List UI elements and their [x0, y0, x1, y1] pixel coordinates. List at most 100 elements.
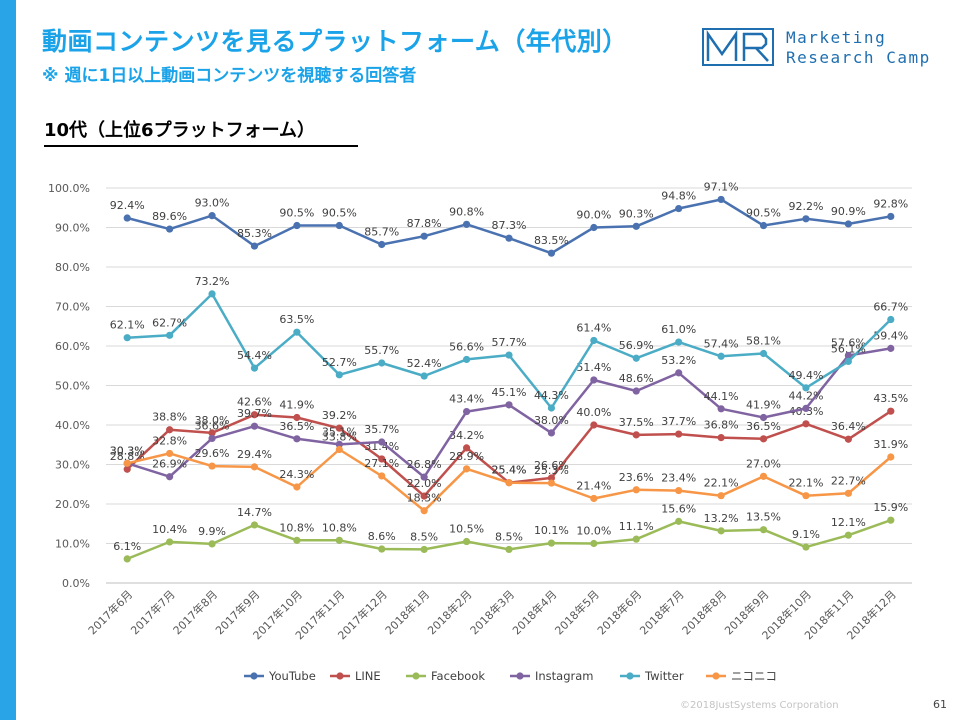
data-label-youtube: 85.3% [237, 227, 272, 240]
data-point-youtube [505, 234, 513, 242]
data-label-line: 37.7% [661, 415, 696, 428]
data-label-twitter: 61.4% [576, 321, 611, 334]
data-label-facebook: 9.1% [792, 528, 820, 541]
data-point-line [250, 411, 259, 419]
data-point-- [123, 459, 131, 467]
data-label-twitter: 56.6% [449, 340, 484, 353]
data-label-youtube: 87.3% [492, 219, 527, 232]
data-label--: 24.3% [279, 468, 314, 481]
data-label-youtube: 90.5% [322, 207, 357, 220]
data-label--: 22.1% [788, 477, 823, 490]
data-label-line: 36.8% [704, 419, 739, 432]
y-tick-label: 30.0% [55, 459, 90, 472]
data-label-twitter: 63.5% [279, 313, 314, 326]
data-point-line [887, 407, 895, 415]
data-label-line: 34.2% [449, 429, 484, 442]
legend-label-twitter: Twitter [644, 669, 684, 683]
data-point-- [335, 445, 343, 454]
data-label--: 22.7% [831, 474, 866, 487]
brand-name: Marketing Research Camp [786, 28, 931, 68]
data-label-facebook: 15.9% [873, 501, 908, 514]
data-point-twitter [675, 338, 683, 346]
data-point-facebook [717, 527, 725, 535]
data-label-line: 37.5% [619, 416, 654, 429]
data-label-line: 42.6% [237, 396, 272, 409]
line-chart: 0.0% 10.0% 20.0% 30.0% 40.0% 50.0% 60.0% 70.0% 8… [48, 180, 912, 683]
data-label-facebook: 13.5% [746, 511, 781, 524]
legend-marker-twitter [626, 672, 634, 680]
data-point-line [208, 429, 216, 437]
legend-label-instagram: Instagram [535, 669, 594, 683]
data-point-instagram [759, 413, 768, 422]
data-point-facebook [293, 536, 301, 544]
x-tick-label: 2018年6月 [594, 587, 644, 637]
data-label-youtube: 87.8% [407, 217, 442, 230]
data-point-instagram [462, 407, 471, 416]
data-label--: 29.6% [195, 447, 230, 460]
data-label--: 25.3% [534, 464, 569, 477]
data-point-twitter [208, 290, 216, 298]
y-tick-label: 10.0% [55, 538, 90, 551]
data-point-facebook [420, 545, 428, 554]
data-point-facebook [590, 539, 598, 548]
data-label-twitter: 56.9% [619, 339, 654, 352]
data-point-line [462, 444, 471, 452]
data-point-instagram [802, 404, 810, 413]
data-label--: 30.3% [110, 444, 145, 457]
data-point-twitter [802, 384, 810, 392]
data-point-line [590, 421, 598, 429]
data-label-twitter: 44.3% [534, 389, 569, 402]
data-point-twitter [717, 352, 725, 360]
data-point-facebook [250, 521, 259, 529]
data-label-line: 38.0% [195, 414, 230, 427]
data-label-facebook: 8.5% [495, 530, 523, 543]
y-tick-label: 70.0% [55, 301, 90, 314]
data-label-line: 38.8% [152, 411, 187, 424]
data-label-facebook: 12.1% [831, 516, 866, 529]
data-point-youtube [844, 220, 852, 228]
data-label-youtube: 93.0% [195, 197, 230, 210]
data-label-youtube: 92.8% [873, 197, 908, 210]
data-point-line [335, 424, 343, 432]
data-point-facebook [887, 516, 895, 524]
data-point-facebook [802, 543, 810, 551]
data-point-- [420, 507, 428, 515]
data-point-instagram [166, 473, 174, 481]
data-point-- [378, 472, 386, 480]
data-label--: 23.6% [619, 471, 654, 484]
data-label-line: 25.4% [492, 464, 527, 477]
data-point-facebook [505, 545, 513, 554]
data-point-instagram [590, 376, 598, 384]
data-label-instagram: 51.4% [576, 361, 611, 374]
data-point-twitter [462, 355, 471, 364]
data-point-twitter [632, 354, 640, 362]
data-label-facebook: 9.9% [198, 525, 226, 538]
data-point-line [166, 426, 174, 434]
data-point-twitter [378, 359, 386, 367]
data-point-line [547, 474, 556, 482]
data-label-twitter: 62.1% [110, 319, 145, 332]
data-point-youtube [547, 249, 556, 257]
data-point-- [547, 479, 556, 487]
data-label-twitter: 56.1% [831, 342, 866, 355]
data-label-youtube: 90.5% [279, 207, 314, 220]
data-label-instagram: 43.4% [449, 393, 484, 406]
data-label--: 28.9% [449, 450, 484, 463]
data-label-facebook: 14.7% [237, 506, 272, 519]
data-label-youtube: 90.9% [831, 205, 866, 218]
x-tick-label: 2017年8月 [170, 587, 220, 637]
data-point-youtube [462, 220, 471, 228]
data-point-- [632, 486, 640, 494]
data-label-facebook: 6.1% [113, 540, 141, 553]
data-point-line [675, 430, 683, 438]
data-label-instagram: 39.7% [237, 407, 272, 420]
data-label--: 31.9% [873, 438, 908, 451]
legend-marker-line [336, 672, 344, 680]
data-label-instagram: 59.4% [873, 329, 908, 342]
data-point-facebook [378, 545, 386, 553]
legend-label-line: LINE [355, 669, 381, 683]
data-point-youtube [293, 221, 301, 230]
data-point-- [844, 489, 852, 497]
page-title: 動画コンテンツを見るプラットフォーム（年代別） [42, 27, 628, 56]
data-label-twitter: 54.4% [237, 349, 272, 362]
